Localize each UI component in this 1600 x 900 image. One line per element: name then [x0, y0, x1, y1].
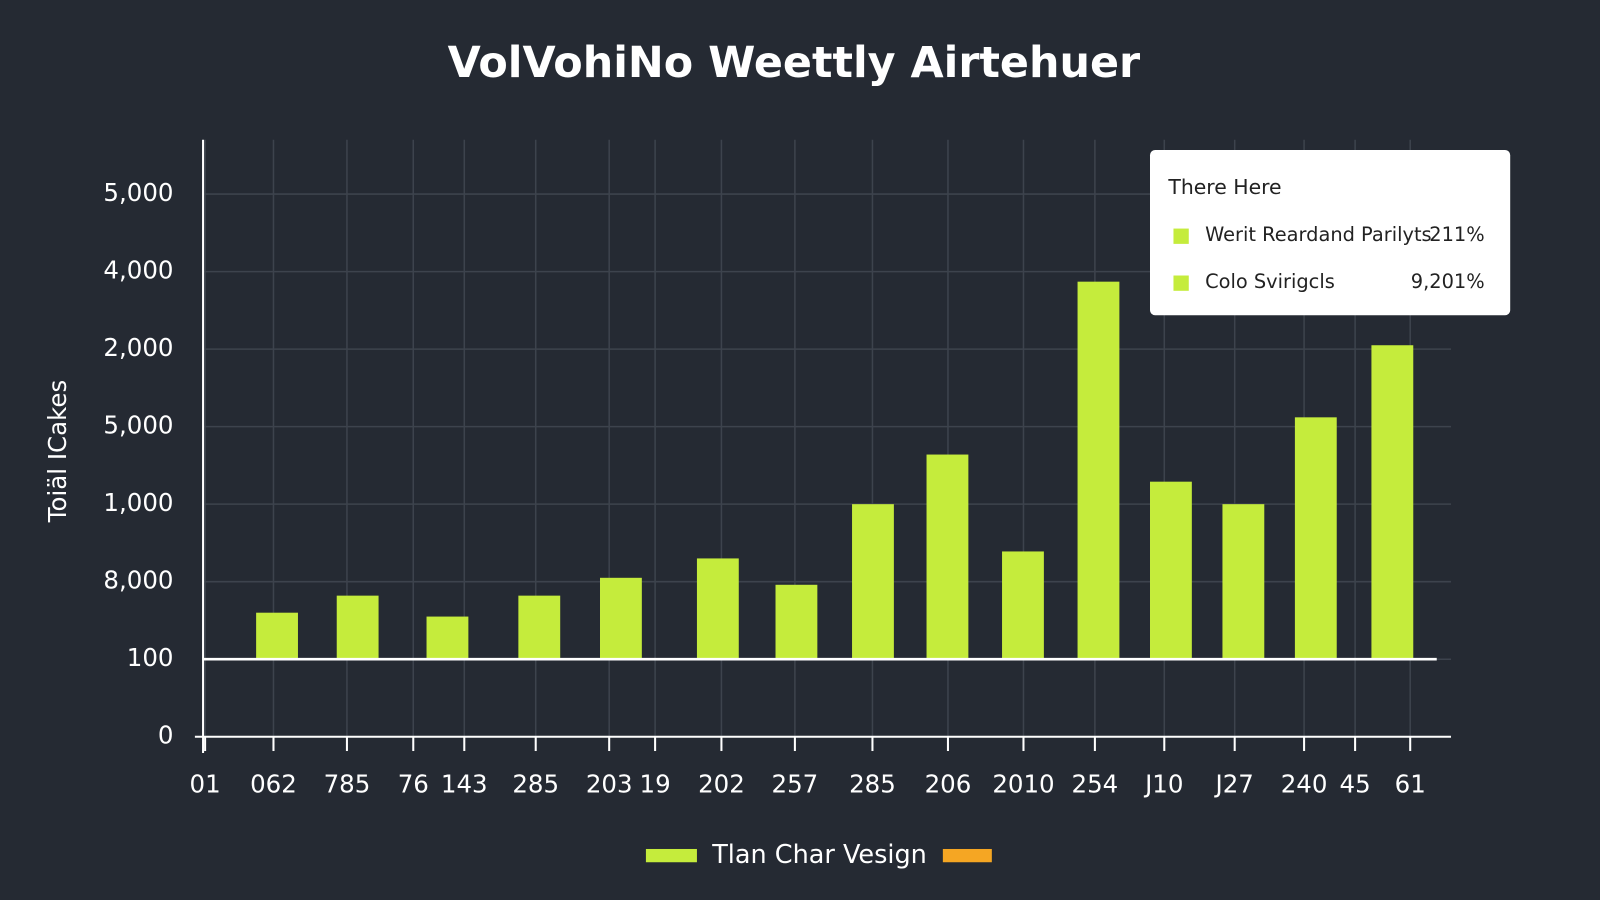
- x-tick-label: 062: [250, 770, 297, 799]
- legend-title: There Here: [1167, 175, 1281, 199]
- y-tick-label: 4,000: [103, 256, 173, 285]
- x-tick-label: 785: [324, 770, 371, 799]
- bar: [1077, 281, 1120, 660]
- legend-swatch: [1173, 275, 1189, 291]
- y-tick-label: 1,000: [103, 488, 173, 517]
- x-tick-label: 143: [441, 770, 488, 799]
- bar: [696, 558, 739, 660]
- bar: [600, 577, 642, 660]
- chart-title: VolVohiNo Weettly Airtehuer: [448, 38, 1141, 88]
- bar: [1222, 504, 1265, 660]
- x-tick-label: 285: [512, 770, 559, 799]
- legend-entry: Colo Svirigcls: [1205, 270, 1335, 293]
- y-tick-label: 8,000: [103, 566, 173, 595]
- x-tick-label: 45: [1340, 770, 1371, 799]
- y-tick-label: 5,000: [103, 411, 173, 440]
- x-tick-label: 76: [398, 770, 429, 799]
- y-tick-label: 5,000: [103, 178, 173, 207]
- legend-entry: Werit Reardand Parilyts: [1205, 223, 1432, 246]
- x-tick-label: 2010: [992, 770, 1054, 799]
- x-tick-label: J10: [1143, 770, 1183, 799]
- bar: [1002, 551, 1044, 660]
- legend-swatch: [1173, 228, 1189, 244]
- bar: [926, 454, 969, 660]
- x-tick-label: 01: [190, 770, 221, 799]
- legend-value: 9,201%: [1411, 270, 1485, 293]
- legend-swatch: [645, 848, 697, 863]
- x-tick-label: 257: [772, 770, 819, 799]
- bar: [852, 504, 894, 660]
- legend-accent: [942, 848, 992, 863]
- x-tick-label: 202: [698, 770, 745, 799]
- legend-value: 211%: [1429, 223, 1484, 246]
- bar: [775, 584, 818, 660]
- x-tick-label: 61: [1395, 770, 1426, 799]
- bar: [1150, 481, 1192, 660]
- x-tick-label: 285: [849, 770, 896, 799]
- legend-label: Tlan Char Vesign: [711, 840, 927, 870]
- x-tick-label: 19: [640, 770, 671, 799]
- bar: [1371, 345, 1414, 660]
- y-axis-title: Toiäl ICakes: [43, 380, 72, 524]
- bar: [1294, 417, 1337, 660]
- bar: [426, 616, 469, 660]
- x-tick-label: 254: [1072, 770, 1119, 799]
- y-tick-label: 0: [158, 721, 174, 750]
- x-tick-label: 206: [925, 770, 972, 799]
- y-tick-label: 100: [127, 643, 174, 672]
- x-tick-label: 240: [1281, 770, 1328, 799]
- bar: [518, 595, 561, 660]
- y-tick-label: 2,000: [103, 333, 173, 362]
- legend-box: [1150, 150, 1511, 316]
- bar: [336, 595, 379, 660]
- x-tick-label: 203: [586, 770, 633, 799]
- bar: [256, 612, 298, 660]
- x-tick-label: J27: [1214, 770, 1254, 799]
